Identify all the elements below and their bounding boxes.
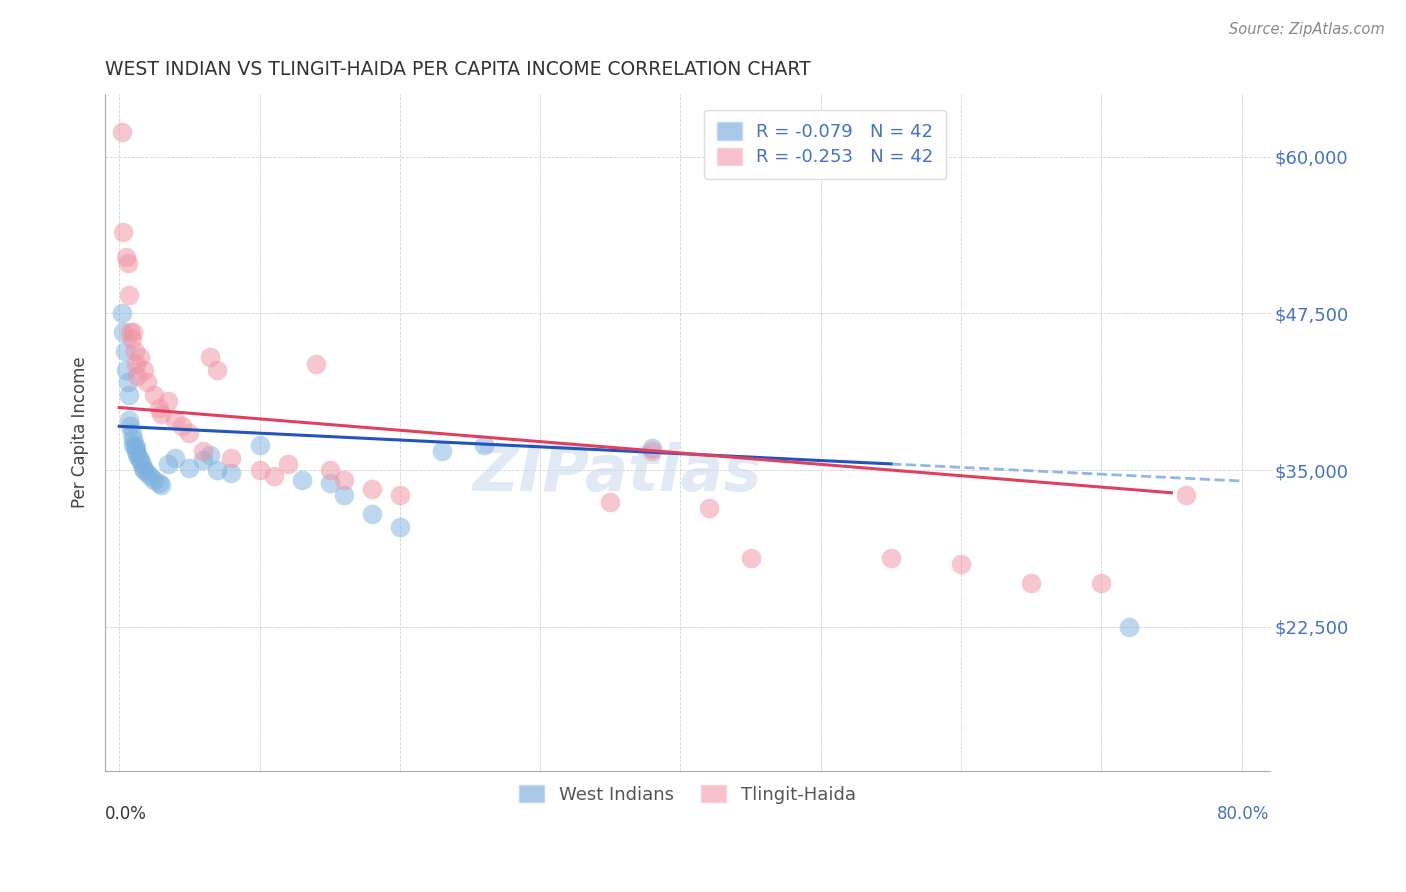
Point [221, 466, 243, 480]
Point [128, 450, 150, 465]
Point [193, 444, 215, 458]
Point [117, 376, 139, 390]
Point [115, 250, 138, 264]
Point [277, 457, 299, 471]
Point [122, 438, 145, 452]
Point [121, 332, 143, 346]
Point [120, 326, 142, 340]
Point [120, 419, 142, 434]
Point [143, 388, 166, 402]
Point [121, 425, 143, 440]
Point [388, 519, 411, 533]
Point [305, 357, 328, 371]
Point [112, 225, 135, 239]
Point [193, 453, 215, 467]
Point [291, 473, 314, 487]
Point [127, 448, 149, 462]
Legend: West Indians, Tlingit-Haida: West Indians, Tlingit-Haida [510, 776, 865, 813]
Point [118, 287, 141, 301]
Point [125, 444, 148, 458]
Point [263, 469, 285, 483]
Point [332, 488, 354, 502]
Point [200, 351, 222, 365]
Point [129, 351, 152, 365]
Point [1090, 576, 1112, 591]
Point [641, 444, 664, 458]
Point [1118, 620, 1140, 634]
Point [249, 438, 271, 452]
Point [430, 444, 453, 458]
Point [207, 463, 229, 477]
Point [179, 460, 201, 475]
Point [131, 457, 153, 471]
Point [125, 441, 148, 455]
Point [124, 438, 146, 452]
Point [388, 488, 411, 502]
Point [129, 453, 152, 467]
Point [1019, 576, 1042, 591]
Point [111, 306, 134, 320]
Point [697, 500, 720, 515]
Point [1174, 488, 1197, 502]
Point [332, 473, 354, 487]
Point [136, 466, 159, 480]
Point [472, 438, 495, 452]
Point [318, 463, 340, 477]
Point [249, 463, 271, 477]
Point [118, 388, 141, 402]
Point [599, 494, 621, 508]
Text: WEST INDIAN VS TLINGIT-HAIDA PER CAPITA INCOME CORRELATION CHART: WEST INDIAN VS TLINGIT-HAIDA PER CAPITA … [105, 60, 811, 78]
Point [950, 558, 973, 572]
Point [179, 425, 201, 440]
Point [221, 450, 243, 465]
Point [125, 357, 148, 371]
Point [117, 256, 139, 270]
Text: 80.0%: 80.0% [1218, 805, 1270, 823]
Text: ZIPatlas: ZIPatlas [472, 442, 762, 504]
Point [172, 419, 194, 434]
Point [165, 413, 187, 427]
Point [148, 475, 170, 490]
Point [740, 551, 762, 566]
Point [157, 394, 180, 409]
Point [118, 413, 141, 427]
Point [122, 326, 145, 340]
Point [165, 450, 187, 465]
Point [127, 369, 149, 384]
Point [360, 482, 382, 496]
Text: 0.0%: 0.0% [105, 805, 148, 823]
Point [200, 448, 222, 462]
Point [157, 457, 180, 471]
Point [134, 463, 156, 477]
Point [360, 507, 382, 521]
Point [111, 125, 134, 139]
Point [122, 432, 145, 446]
Point [148, 401, 170, 415]
Point [112, 326, 135, 340]
Point [139, 469, 162, 483]
Point [114, 344, 136, 359]
Point [132, 460, 155, 475]
Point [641, 441, 664, 455]
Point [136, 376, 159, 390]
Y-axis label: Per Capita Income: Per Capita Income [72, 357, 89, 508]
Point [134, 363, 156, 377]
Point [115, 363, 138, 377]
Point [150, 407, 173, 421]
Point [143, 473, 166, 487]
Point [880, 551, 903, 566]
Point [150, 478, 173, 492]
Text: Source: ZipAtlas.com: Source: ZipAtlas.com [1229, 22, 1385, 37]
Point [124, 344, 146, 359]
Point [318, 475, 340, 490]
Point [207, 363, 229, 377]
